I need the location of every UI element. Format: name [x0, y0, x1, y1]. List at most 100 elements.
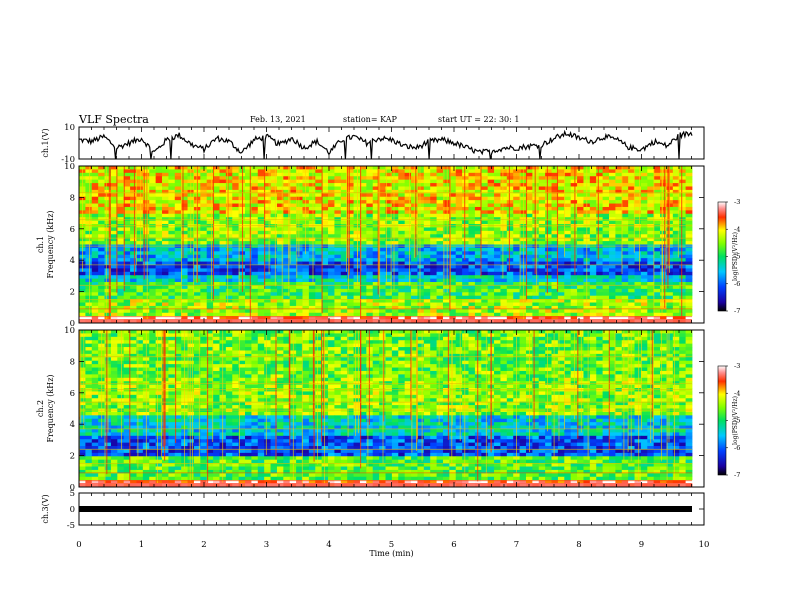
ch1-spectrogram-psd-cell	[507, 296, 514, 300]
ch1-spectrogram-psd-cell	[334, 279, 341, 283]
ch1-spectrogram-psd-cell	[660, 303, 667, 307]
ch1-spectrogram-psd-cell	[417, 303, 424, 307]
ch1-spectrogram-psd-cell	[635, 309, 642, 313]
ch1-spectrogram-psd-cell	[437, 251, 444, 255]
ch1-spectrogram-psd-cell	[609, 221, 616, 225]
ch2-spectrogram-psd-cell	[469, 333, 476, 337]
ch1-spectrogram-psd-cell	[379, 313, 386, 317]
ch1-spectrogram-psd-cell	[213, 248, 220, 252]
ch1-spectrogram-psd-cell	[615, 180, 622, 184]
ch1-spectrogram-psd-cell	[507, 176, 514, 180]
ch1-spectrogram-psd-cell	[564, 272, 571, 276]
ch1-spectrogram-psd-cell	[411, 268, 418, 272]
ch1-spectrogram-psd-cell	[290, 193, 297, 197]
ch1-spectrogram-psd-cell	[194, 309, 201, 313]
ch1-spectrogram-psd-cell	[558, 210, 565, 214]
ch1-spectrogram-psd-cell	[532, 207, 539, 211]
ch1-spectrogram-psd-cell	[437, 309, 444, 313]
ch1-spectrogram-psd-cell	[149, 204, 156, 208]
ch1-spectrogram-psd-cell	[251, 214, 258, 218]
ch1-spectrogram-psd-cell	[545, 214, 552, 218]
ch2-spectrogram-psd-cell	[590, 333, 597, 337]
ch1-spectrogram-psd-cell	[85, 292, 92, 296]
ch1-spectrogram-psd-cell	[156, 309, 163, 313]
ch1-spectrogram-psd-cell	[232, 227, 239, 231]
ch1-spectrogram-psd-cell	[232, 207, 239, 211]
ch1-spectrogram-psd-cell	[628, 268, 635, 272]
ch1-spectrogram-psd-cell	[130, 296, 137, 300]
ch1-spectrogram-psd-cell	[417, 258, 424, 262]
ch1-spectrogram-psd-cell	[647, 313, 654, 317]
ch1-spectrogram-psd-cell	[168, 173, 175, 177]
ch1-spectrogram-psd-cell	[462, 303, 469, 307]
ch1-spectrogram-psd-cell	[539, 169, 546, 173]
ch1-spectrogram-psd-cell	[596, 272, 603, 276]
ch1-spectrogram-psd-cell	[213, 173, 220, 177]
ch1-spectrogram-psd-cell	[532, 231, 539, 235]
ch1-spectrogram-psd-cell	[271, 241, 278, 245]
ch1-spectrogram-psd-cell	[251, 285, 258, 289]
ch1-spectrogram-psd-cell	[622, 309, 629, 313]
ch1-spectrogram-psd-cell	[532, 265, 539, 269]
ch1-spectrogram-psd-cell	[264, 268, 271, 272]
ch1-spectrogram-psd-cell	[590, 265, 597, 269]
ch1-spectrogram-psd-cell	[354, 279, 361, 283]
ch1-spectrogram-psd-cell	[328, 234, 335, 238]
ch2-spectrogram-psd-cell	[417, 333, 424, 337]
ch1-spectrogram-psd-cell	[437, 292, 444, 296]
ch1-spectrogram-psd-cell	[545, 241, 552, 245]
ch1-spectrogram-psd-cell	[424, 285, 431, 289]
ch1-spectrogram-psd-cell	[392, 309, 399, 313]
ch1-spectrogram-psd-cell	[641, 193, 648, 197]
ch1-spectrogram-psd-cell	[117, 221, 124, 225]
ch2-spectrogram-psd-cell	[136, 333, 143, 337]
ch1-spectrogram-psd-cell	[660, 285, 667, 289]
ch1-spectrogram-psd-cell	[520, 272, 527, 276]
ch1-spectrogram-psd-cell	[226, 248, 233, 252]
ch1-spectrogram-psd-cell	[405, 241, 412, 245]
ch1-spectrogram-psd-cell	[532, 221, 539, 225]
ch1-spectrogram-psd-cell	[322, 207, 329, 211]
ch1-spectrogram-psd-cell	[520, 200, 527, 204]
ch1-spectrogram-psd-cell	[92, 200, 99, 204]
ch1-spectrogram-psd-cell	[424, 200, 431, 204]
ch1-spectrogram-y-tick-label: 10	[64, 162, 75, 172]
ch1-spectrogram-y-tick-label: 2	[70, 288, 75, 298]
ch1-spectrogram-psd-cell	[149, 193, 156, 197]
ch1-spectrogram-psd-cell	[635, 313, 642, 317]
ch1-spectrogram-psd-cell	[500, 210, 507, 214]
ch1-spectrogram-psd-cell	[175, 190, 182, 194]
ch1-spectrogram-psd-cell	[302, 272, 309, 276]
ch1-spectrogram-psd-cell	[615, 309, 622, 313]
ch1-spectrogram-psd-cell	[392, 193, 399, 197]
ch1-spectrogram-psd-cell	[577, 221, 584, 225]
ch1-spectrogram-psd-cell	[507, 272, 514, 276]
ch1-spectrogram-psd-cell	[117, 193, 124, 197]
ch1-spectrogram-psd-cell	[603, 183, 610, 187]
ch1-spectrogram-psd-cell	[341, 285, 348, 289]
ch1-spectrogram-psd-cell	[679, 255, 686, 259]
ch1-spectrogram-psd-cell	[635, 227, 642, 231]
ch1-spectrogram-psd-cell	[417, 190, 424, 194]
ch1-spectrogram-psd-cell	[469, 251, 476, 255]
ch1-spectrogram-psd-cell	[469, 285, 476, 289]
ch1-spectrogram-psd-cell	[328, 210, 335, 214]
ch1-spectrogram-psd-cell	[328, 183, 335, 187]
ch1-spectrogram-psd-cell	[437, 176, 444, 180]
ch1-spectrogram-psd-cell	[647, 183, 654, 187]
ch1-spectrogram-psd-cell	[635, 258, 642, 262]
ch1-spectrogram-psd-cell	[117, 285, 124, 289]
ch1-spectrogram-psd-cell	[622, 166, 629, 170]
ch1-spectrogram-psd-cell	[175, 279, 182, 283]
ch1-spectrogram-psd-cell	[405, 251, 412, 255]
ch1-spectrogram-psd-cell	[654, 268, 661, 272]
ch1-spectrogram-psd-cell	[456, 251, 463, 255]
ch1-spectrogram-psd-cell	[603, 296, 610, 300]
ch1-spectrogram-psd-cell	[181, 234, 188, 238]
ch1-spectrogram-psd-cell	[334, 272, 341, 276]
ch1-spectrogram-psd-cell	[251, 183, 258, 187]
ch1-spectrogram-psd-cell	[539, 234, 546, 238]
ch1-spectrogram-psd-cell	[181, 255, 188, 259]
ch1-spectrogram-psd-cell	[232, 279, 239, 283]
